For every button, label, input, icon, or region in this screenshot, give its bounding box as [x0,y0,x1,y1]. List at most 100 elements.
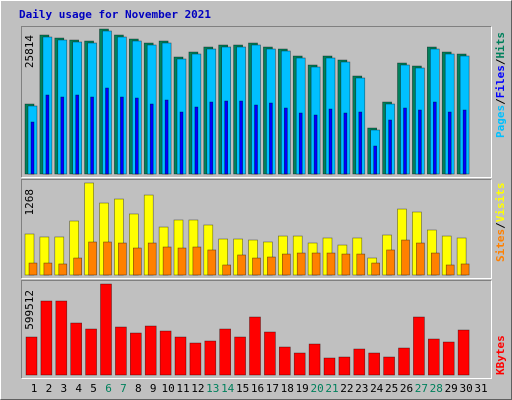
bar [192,246,202,276]
bar [105,87,109,175]
bar [162,246,172,276]
bar [249,316,261,376]
x-tick-label: 29 [445,382,458,395]
bar [252,257,261,276]
bar [219,328,231,376]
bar [237,254,246,276]
bar [430,252,440,276]
bar [447,111,452,175]
bar [70,322,82,376]
bar [224,100,228,175]
legend-separator: / [494,58,507,65]
legend-entry: KBytes [494,335,507,375]
bar [135,97,139,175]
bar [100,283,112,376]
bar [130,332,142,376]
bar [341,253,351,276]
x-tick-label: 10 [161,382,174,395]
bar [267,256,276,276]
bar [55,300,68,376]
legend-separator: / [494,98,507,105]
bar [149,103,154,175]
panel-frame [21,280,492,379]
x-tick-label: 13 [206,382,219,395]
bar [358,111,363,175]
x-tick-label: 22 [340,382,353,395]
bar [194,106,199,175]
x-tick-label: 2 [46,382,53,395]
bar [207,249,217,276]
bar [308,343,321,376]
legend-entry: Visits [494,183,507,223]
x-tick-label: 21 [325,382,338,395]
bar [432,101,437,175]
bar [90,96,94,175]
x-tick-label: 31 [474,382,487,395]
bar [45,94,50,175]
bar [164,99,169,175]
x-tick-label: 3 [60,382,67,395]
bar [189,342,202,376]
x-tick-label: 25 [385,382,398,395]
bar [264,331,276,376]
bar [462,109,467,175]
x-tick-label: 11 [176,382,189,395]
legend-entry: Pages [494,105,507,138]
panel-frame [21,26,492,178]
chart-title: Daily usage for November 2021 [19,8,211,21]
x-tick-label: 18 [281,382,294,395]
legend: Sites/Visits [494,183,507,263]
bar [313,114,318,175]
bar [234,336,246,376]
panel-frame [21,179,492,279]
legend-entry: Hits [494,32,507,59]
bar [209,101,214,175]
bar [144,325,157,376]
bar [427,338,440,376]
bar [120,96,124,175]
bar [383,356,395,376]
bar [323,357,336,376]
bar [398,347,410,376]
bar [403,107,407,175]
bar [388,119,392,175]
bar [118,242,127,276]
x-tick-label: 7 [120,382,127,395]
x-tick-label: 5 [90,382,97,395]
panel-frame [21,179,492,279]
bar [25,336,38,376]
bar [159,330,172,376]
bar [418,109,422,175]
bar [338,356,351,376]
panel-frame [21,280,492,379]
x-tick-label: 4 [75,382,82,395]
x-tick-label: 23 [355,382,368,395]
y-tick-label: 25814 [23,35,36,68]
bar [413,316,425,376]
bar [177,247,187,276]
bar [115,326,127,376]
bar [386,249,395,276]
x-tick-label: 14 [221,382,235,395]
bar [373,145,378,175]
bar [269,102,273,175]
bar [73,257,82,276]
x-tick-label: 12 [191,382,204,395]
bar [416,242,425,276]
x-tick-label: 9 [150,382,157,395]
bar [88,241,97,276]
bar [28,262,38,276]
x-tick-label: 28 [430,382,443,395]
x-tick-label: 30 [459,382,472,395]
x-tick-label: 17 [266,382,279,395]
bar [204,340,217,376]
y-tick-label: 1268 [23,189,36,216]
bar [222,264,231,276]
x-tick-label: 6 [105,382,112,395]
bar [281,253,291,276]
bar [326,252,336,276]
legend-entry: Sites [494,229,507,262]
x-tick-label: 19 [296,382,309,395]
legend-entry: Files [494,65,507,98]
